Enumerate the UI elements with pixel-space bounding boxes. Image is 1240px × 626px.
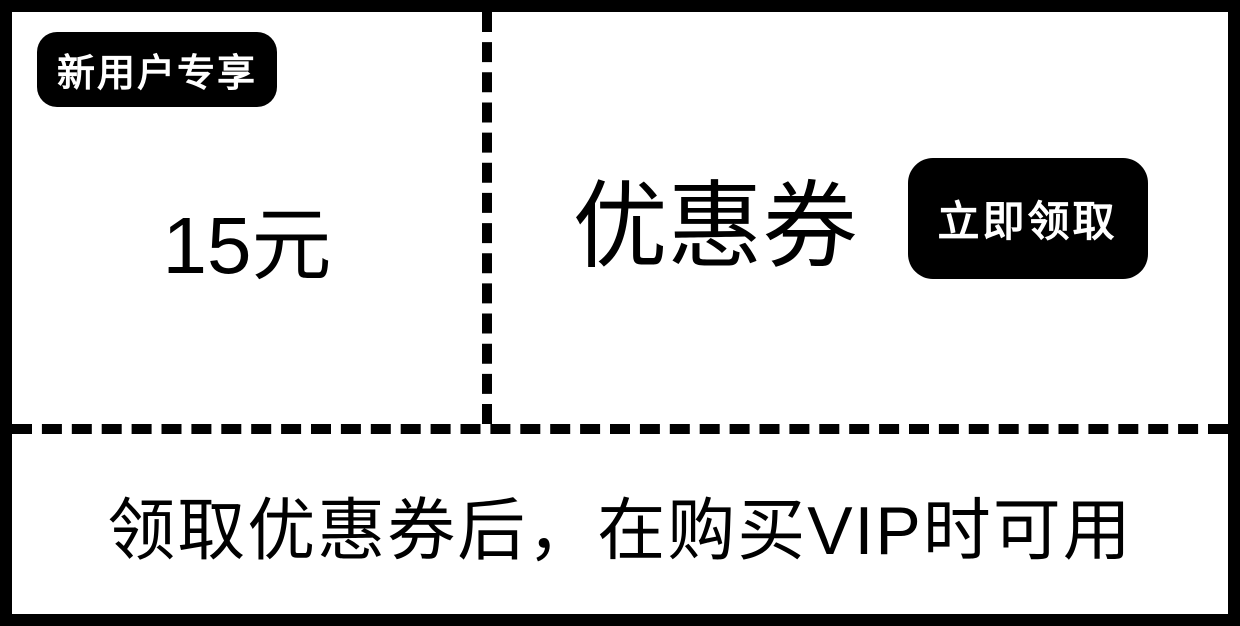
claim-button[interactable]: 立即领取 [908,158,1148,279]
new-user-badge: 新用户专享 [37,32,277,107]
coupon-title: 优惠券 [572,150,857,287]
coupon-right-panel: 优惠券 立即领取 [492,12,1228,424]
coupon-bottom-section: 领取优惠券后，在购买VIP时可用 [12,434,1228,614]
coupon-top-section: 新用户专享 15元 优惠券 立即领取 [12,12,1228,434]
coupon-description: 领取优惠券后，在购买VIP时可用 [107,475,1133,574]
coupon-amount: 15元 [163,181,332,297]
coupon-left-panel: 新用户专享 15元 [12,12,492,424]
coupon-container: 新用户专享 15元 优惠券 立即领取 领取优惠券后，在购买VIP时可用 [0,0,1240,626]
